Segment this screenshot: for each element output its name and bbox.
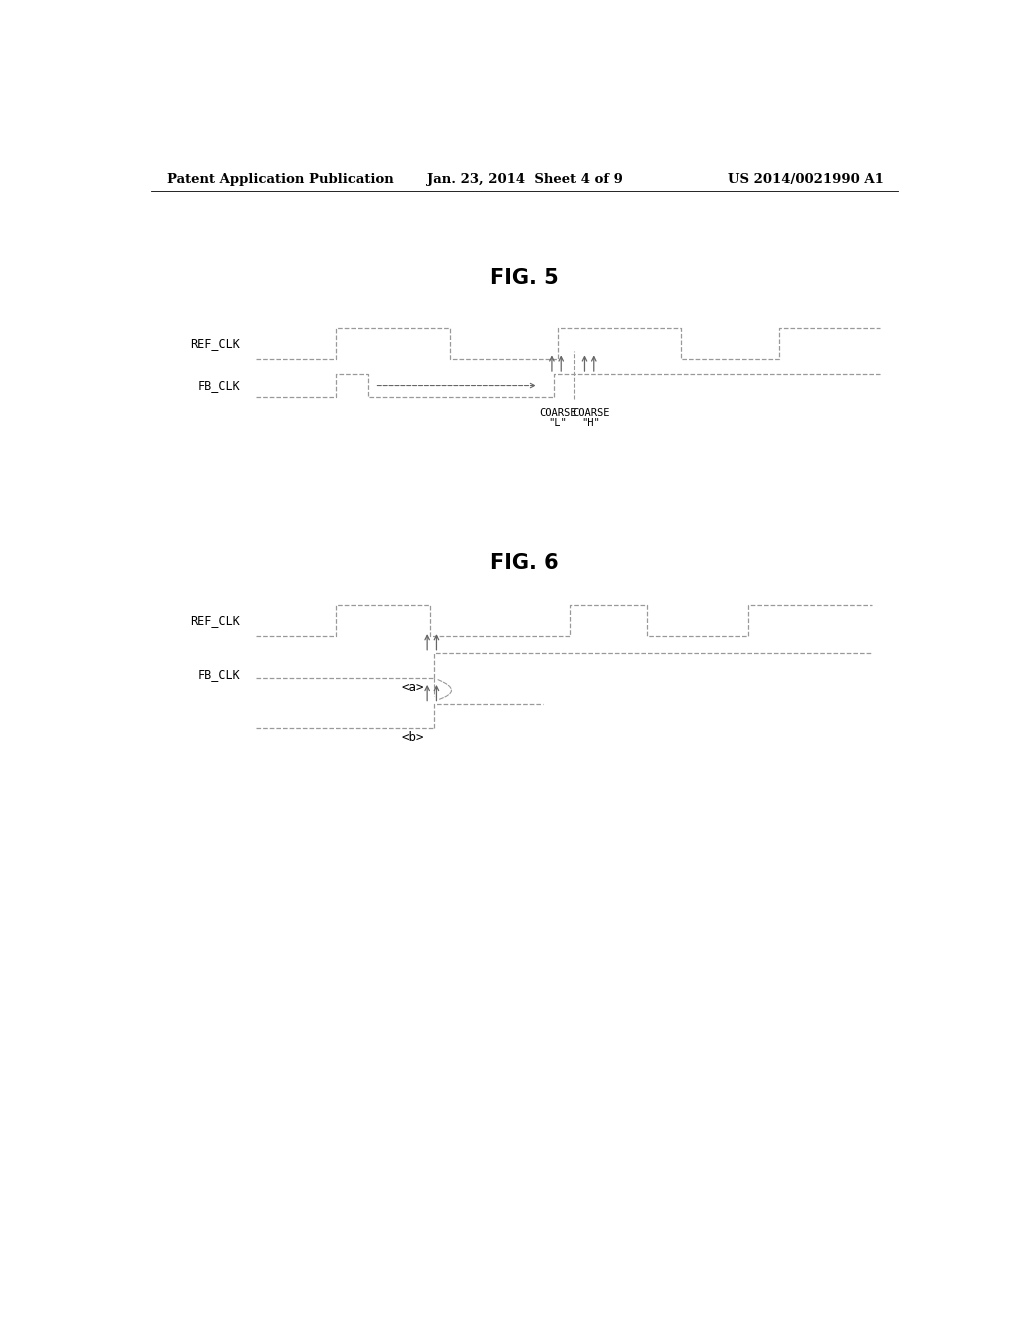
Text: "L": "L" bbox=[549, 418, 567, 428]
Text: COARSE: COARSE bbox=[540, 408, 577, 418]
Text: "H": "H" bbox=[582, 418, 600, 428]
FancyArrowPatch shape bbox=[438, 680, 452, 700]
Text: FIG. 6: FIG. 6 bbox=[490, 553, 559, 573]
Text: REF_CLK: REF_CLK bbox=[190, 337, 241, 350]
Text: FB_CLK: FB_CLK bbox=[198, 379, 241, 392]
Text: <a>: <a> bbox=[401, 681, 424, 694]
Text: Patent Application Publication: Patent Application Publication bbox=[167, 173, 393, 186]
Text: Jan. 23, 2014  Sheet 4 of 9: Jan. 23, 2014 Sheet 4 of 9 bbox=[427, 173, 623, 186]
Text: COARSE: COARSE bbox=[572, 408, 609, 418]
Text: <b>: <b> bbox=[401, 731, 424, 744]
Text: REF_CLK: REF_CLK bbox=[190, 614, 241, 627]
Text: US 2014/0021990 A1: US 2014/0021990 A1 bbox=[728, 173, 884, 186]
Text: FIG. 5: FIG. 5 bbox=[490, 268, 559, 288]
Text: FB_CLK: FB_CLK bbox=[198, 668, 241, 681]
